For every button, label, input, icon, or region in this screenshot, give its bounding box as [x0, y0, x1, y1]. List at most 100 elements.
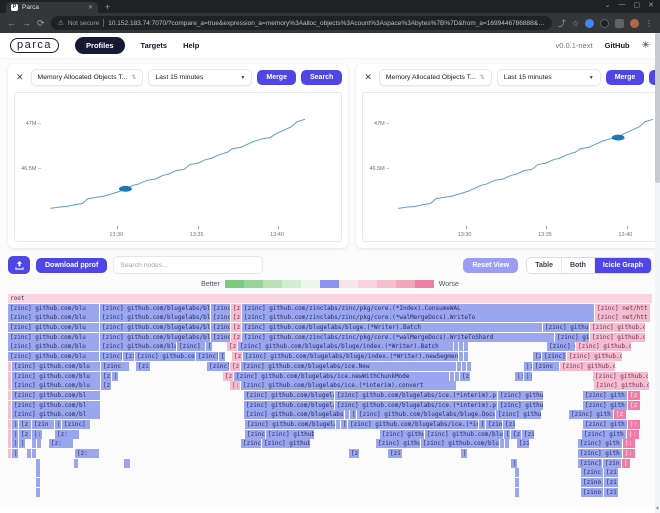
- flame-cell[interactable]: [zi: [123, 352, 134, 362]
- flame-cell[interactable]: [zinc] github.com/bl: [12, 390, 100, 400]
- forward-icon[interactable]: →: [22, 18, 31, 28]
- flame-cell[interactable]: [zinc]: [62, 419, 90, 429]
- flame-cell[interactable]: [464, 342, 468, 352]
- flame-cell[interactable]: [zinc] github.com/blu: [12, 361, 100, 371]
- flame-cell[interactable]: [zinc] github.com/blugelabs/ice.: [245, 419, 335, 429]
- view-tab-both[interactable]: Both: [560, 257, 594, 273]
- flame-cell[interactable]: [z: [223, 371, 233, 381]
- flame-cell[interactable]: [zinc] github.com/blu: [8, 342, 99, 352]
- flame-cell[interactable]: [zinc] gith: [578, 449, 622, 458]
- flame-cell[interactable]: [zinc] g: [100, 352, 122, 362]
- flame-cell[interactable]: [zinc] githu: [555, 332, 589, 342]
- flame-cell[interactable]: [74, 458, 78, 468]
- flame-cell[interactable]: [36, 478, 40, 488]
- flame-cell[interactable]: [z: [19, 419, 31, 429]
- flame-cell[interactable]: [500, 439, 504, 449]
- share-profile-button[interactable]: [8, 256, 30, 274]
- window-close-icon[interactable]: ✕: [648, 2, 654, 9]
- flame-cell[interactable]: |:: [32, 429, 42, 439]
- flame-cell[interactable]: [32, 439, 36, 449]
- extension-icon-blue[interactable]: [585, 18, 594, 28]
- flame-cell[interactable]: [: [504, 429, 510, 439]
- flame-cell[interactable]: [515, 487, 519, 497]
- time-range-select-b[interactable]: Last 15 minutes ▼: [496, 69, 601, 86]
- flame-cell[interactable]: [z: [232, 352, 242, 362]
- flame-cell[interactable]: [zinc]: [245, 429, 265, 439]
- flame-cell[interactable]: [zinc] github.com/blugelabs/bluge/index.…: [100, 303, 210, 313]
- flame-cell[interactable]: [459, 352, 463, 362]
- flame-cell[interactable]: |:: [524, 371, 532, 381]
- flame-cell[interactable]: [zinc]: [241, 439, 261, 449]
- flame-cell[interactable]: |:: [461, 449, 467, 458]
- flame-cell[interactable]: [zinc] github.com/bl: [12, 410, 100, 420]
- flame-cell[interactable]: [zinc] gith: [583, 390, 627, 400]
- flame-cell[interactable]: |: [112, 371, 118, 381]
- merge-button-a[interactable]: Merge: [257, 70, 296, 85]
- flame-cell[interactable]: [zinc] github.com/blu: [12, 381, 100, 391]
- flame-cell[interactable]: [8, 419, 11, 429]
- flame-cell[interactable]: [zinc] github.com/blu: [8, 313, 99, 323]
- flame-cell[interactable]: [zinc] gith: [583, 400, 627, 410]
- flame-cell[interactable]: [8, 371, 11, 381]
- flame-cell[interactable]: [450, 371, 454, 381]
- flame-cell[interactable]: [zinc] github.: [498, 400, 543, 410]
- flame-cell[interactable]: [zinc] github.com/blugelabs/blug: [244, 410, 344, 420]
- flame-cell[interactable]: [zinc] gith: [578, 439, 622, 449]
- flame-cell[interactable]: [zinc] gith: [582, 429, 626, 439]
- flame-cell[interactable]: [z: [231, 332, 241, 342]
- flame-cell[interactable]: [zin: [603, 458, 621, 468]
- flame-cell[interactable]: |:: [515, 371, 523, 381]
- page-scrollbar[interactable]: ▼: [655, 33, 660, 513]
- flame-cell[interactable]: [z:: [55, 429, 79, 439]
- flame-cell[interactable]: [z: [533, 352, 541, 362]
- flame-cell[interactable]: |:: [628, 419, 640, 429]
- flame-cell[interactable]: |: [19, 439, 25, 449]
- flame-cell[interactable]: [zinc]: [196, 352, 218, 362]
- reload-icon[interactable]: ⟳: [37, 17, 45, 28]
- flame-cell[interactable]: [z: [349, 449, 359, 458]
- flame-cell[interactable]: [zinc] github.c: [567, 352, 622, 362]
- profile-type-select-a[interactable]: Memory Allocated Objects T... ⇅: [30, 69, 144, 86]
- download-pprof-button[interactable]: Download pprof: [36, 257, 108, 273]
- selected-profile-dot[interactable]: [612, 134, 625, 141]
- flame-cell[interactable]: [zinc] net/htt: [595, 313, 650, 323]
- flame-cell[interactable]: [z: [460, 371, 470, 381]
- flame-cell[interactable]: root: [8, 294, 652, 303]
- flame-cell[interactable]: [zinc] github.com/blugelabs/ice.newWithC…: [234, 371, 449, 381]
- flame-cell[interactable]: [z: [628, 390, 640, 400]
- flame-cell[interactable]: [zinc] github.c: [560, 361, 615, 371]
- flame-cell[interactable]: [32, 449, 36, 458]
- flame-cell[interactable]: [zi: [517, 439, 529, 449]
- flame-cell[interactable]: [8, 400, 11, 410]
- flame-cell[interactable]: [zinc] github.c: [590, 332, 645, 342]
- flame-cell[interactable]: [z: [227, 342, 237, 352]
- flame-cell[interactable]: |:: [524, 361, 532, 371]
- flame-cell[interactable]: [zinc] github.com/blugelabs/bluge.: [100, 342, 176, 352]
- merge-button-b[interactable]: Merge: [605, 70, 645, 85]
- flame-cell[interactable]: [zinc] github.c: [594, 381, 649, 391]
- flame-cell[interactable]: [zi: [522, 429, 534, 439]
- flame-cell[interactable]: [zinc: [581, 468, 603, 478]
- scrollbar-down-arrow[interactable]: ▼: [655, 506, 660, 512]
- time-range-select-a[interactable]: Last 15 minutes ▼: [148, 69, 253, 86]
- selected-profile-dot[interactable]: [118, 185, 132, 192]
- flame-cell[interactable]: |:: [230, 381, 240, 391]
- flame-cell[interactable]: [zinc] github.com/blugelabs/bluge.Docume…: [357, 410, 495, 420]
- flame-cell[interactable]: [27, 449, 31, 458]
- flame-cell[interactable]: [8, 410, 11, 420]
- flame-cell[interactable]: [zinc] github.com/bl: [12, 400, 100, 410]
- flame-cell[interactable]: [zinc]: [578, 458, 602, 468]
- flame-cell[interactable]: [zinc] github.com/blugelab: [425, 429, 503, 439]
- flame-cell[interactable]: [zinc] github.com/blugelabs/ice.New: [241, 361, 456, 371]
- flame-cell[interactable]: [457, 361, 461, 371]
- parca-logo[interactable]: parca: [10, 38, 60, 53]
- flame-cell[interactable]: |: [12, 429, 18, 439]
- flame-cell[interactable]: [: [350, 410, 356, 420]
- search-nodes-input[interactable]: [113, 256, 264, 274]
- flame-cell[interactable]: [515, 468, 519, 478]
- flame-cell[interactable]: [8, 390, 11, 400]
- flame-cell[interactable]: [zi: [136, 361, 150, 371]
- flame-cell[interactable]: [zinc] github.com/blu: [8, 303, 99, 313]
- flame-cell[interactable]: [454, 342, 458, 352]
- flame-cell[interactable]: |: [12, 419, 18, 429]
